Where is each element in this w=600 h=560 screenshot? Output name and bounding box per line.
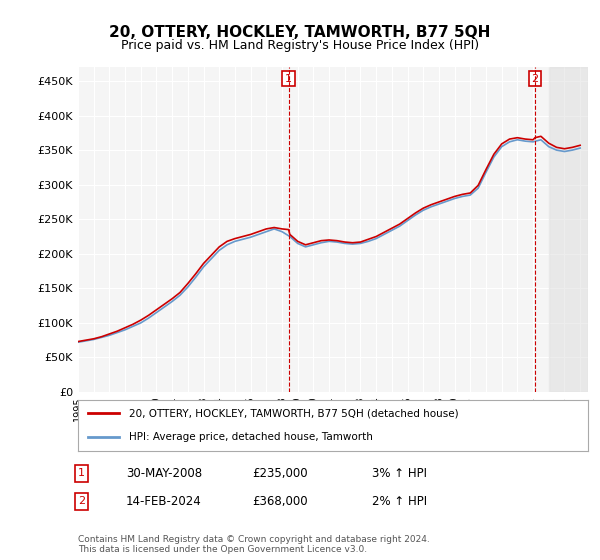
Text: £235,000: £235,000 xyxy=(252,466,308,480)
Text: 3% ↑ HPI: 3% ↑ HPI xyxy=(372,466,427,480)
Text: Price paid vs. HM Land Registry's House Price Index (HPI): Price paid vs. HM Land Registry's House … xyxy=(121,39,479,52)
Text: Contains HM Land Registry data © Crown copyright and database right 2024.
This d: Contains HM Land Registry data © Crown c… xyxy=(78,535,430,554)
Text: 20, OTTERY, HOCKLEY, TAMWORTH, B77 5QH: 20, OTTERY, HOCKLEY, TAMWORTH, B77 5QH xyxy=(109,25,491,40)
Text: 20, OTTERY, HOCKLEY, TAMWORTH, B77 5QH (detached house): 20, OTTERY, HOCKLEY, TAMWORTH, B77 5QH (… xyxy=(129,408,458,418)
Text: HPI: Average price, detached house, Tamworth: HPI: Average price, detached house, Tamw… xyxy=(129,432,373,442)
Text: 1: 1 xyxy=(285,74,292,83)
Text: 1: 1 xyxy=(78,468,85,478)
Bar xyxy=(549,67,588,392)
Text: 14-FEB-2024: 14-FEB-2024 xyxy=(126,494,202,508)
Text: 2: 2 xyxy=(532,74,539,83)
Text: 30-MAY-2008: 30-MAY-2008 xyxy=(126,466,202,480)
Text: 2: 2 xyxy=(78,496,85,506)
Text: 2% ↑ HPI: 2% ↑ HPI xyxy=(372,494,427,508)
Text: £368,000: £368,000 xyxy=(252,494,308,508)
